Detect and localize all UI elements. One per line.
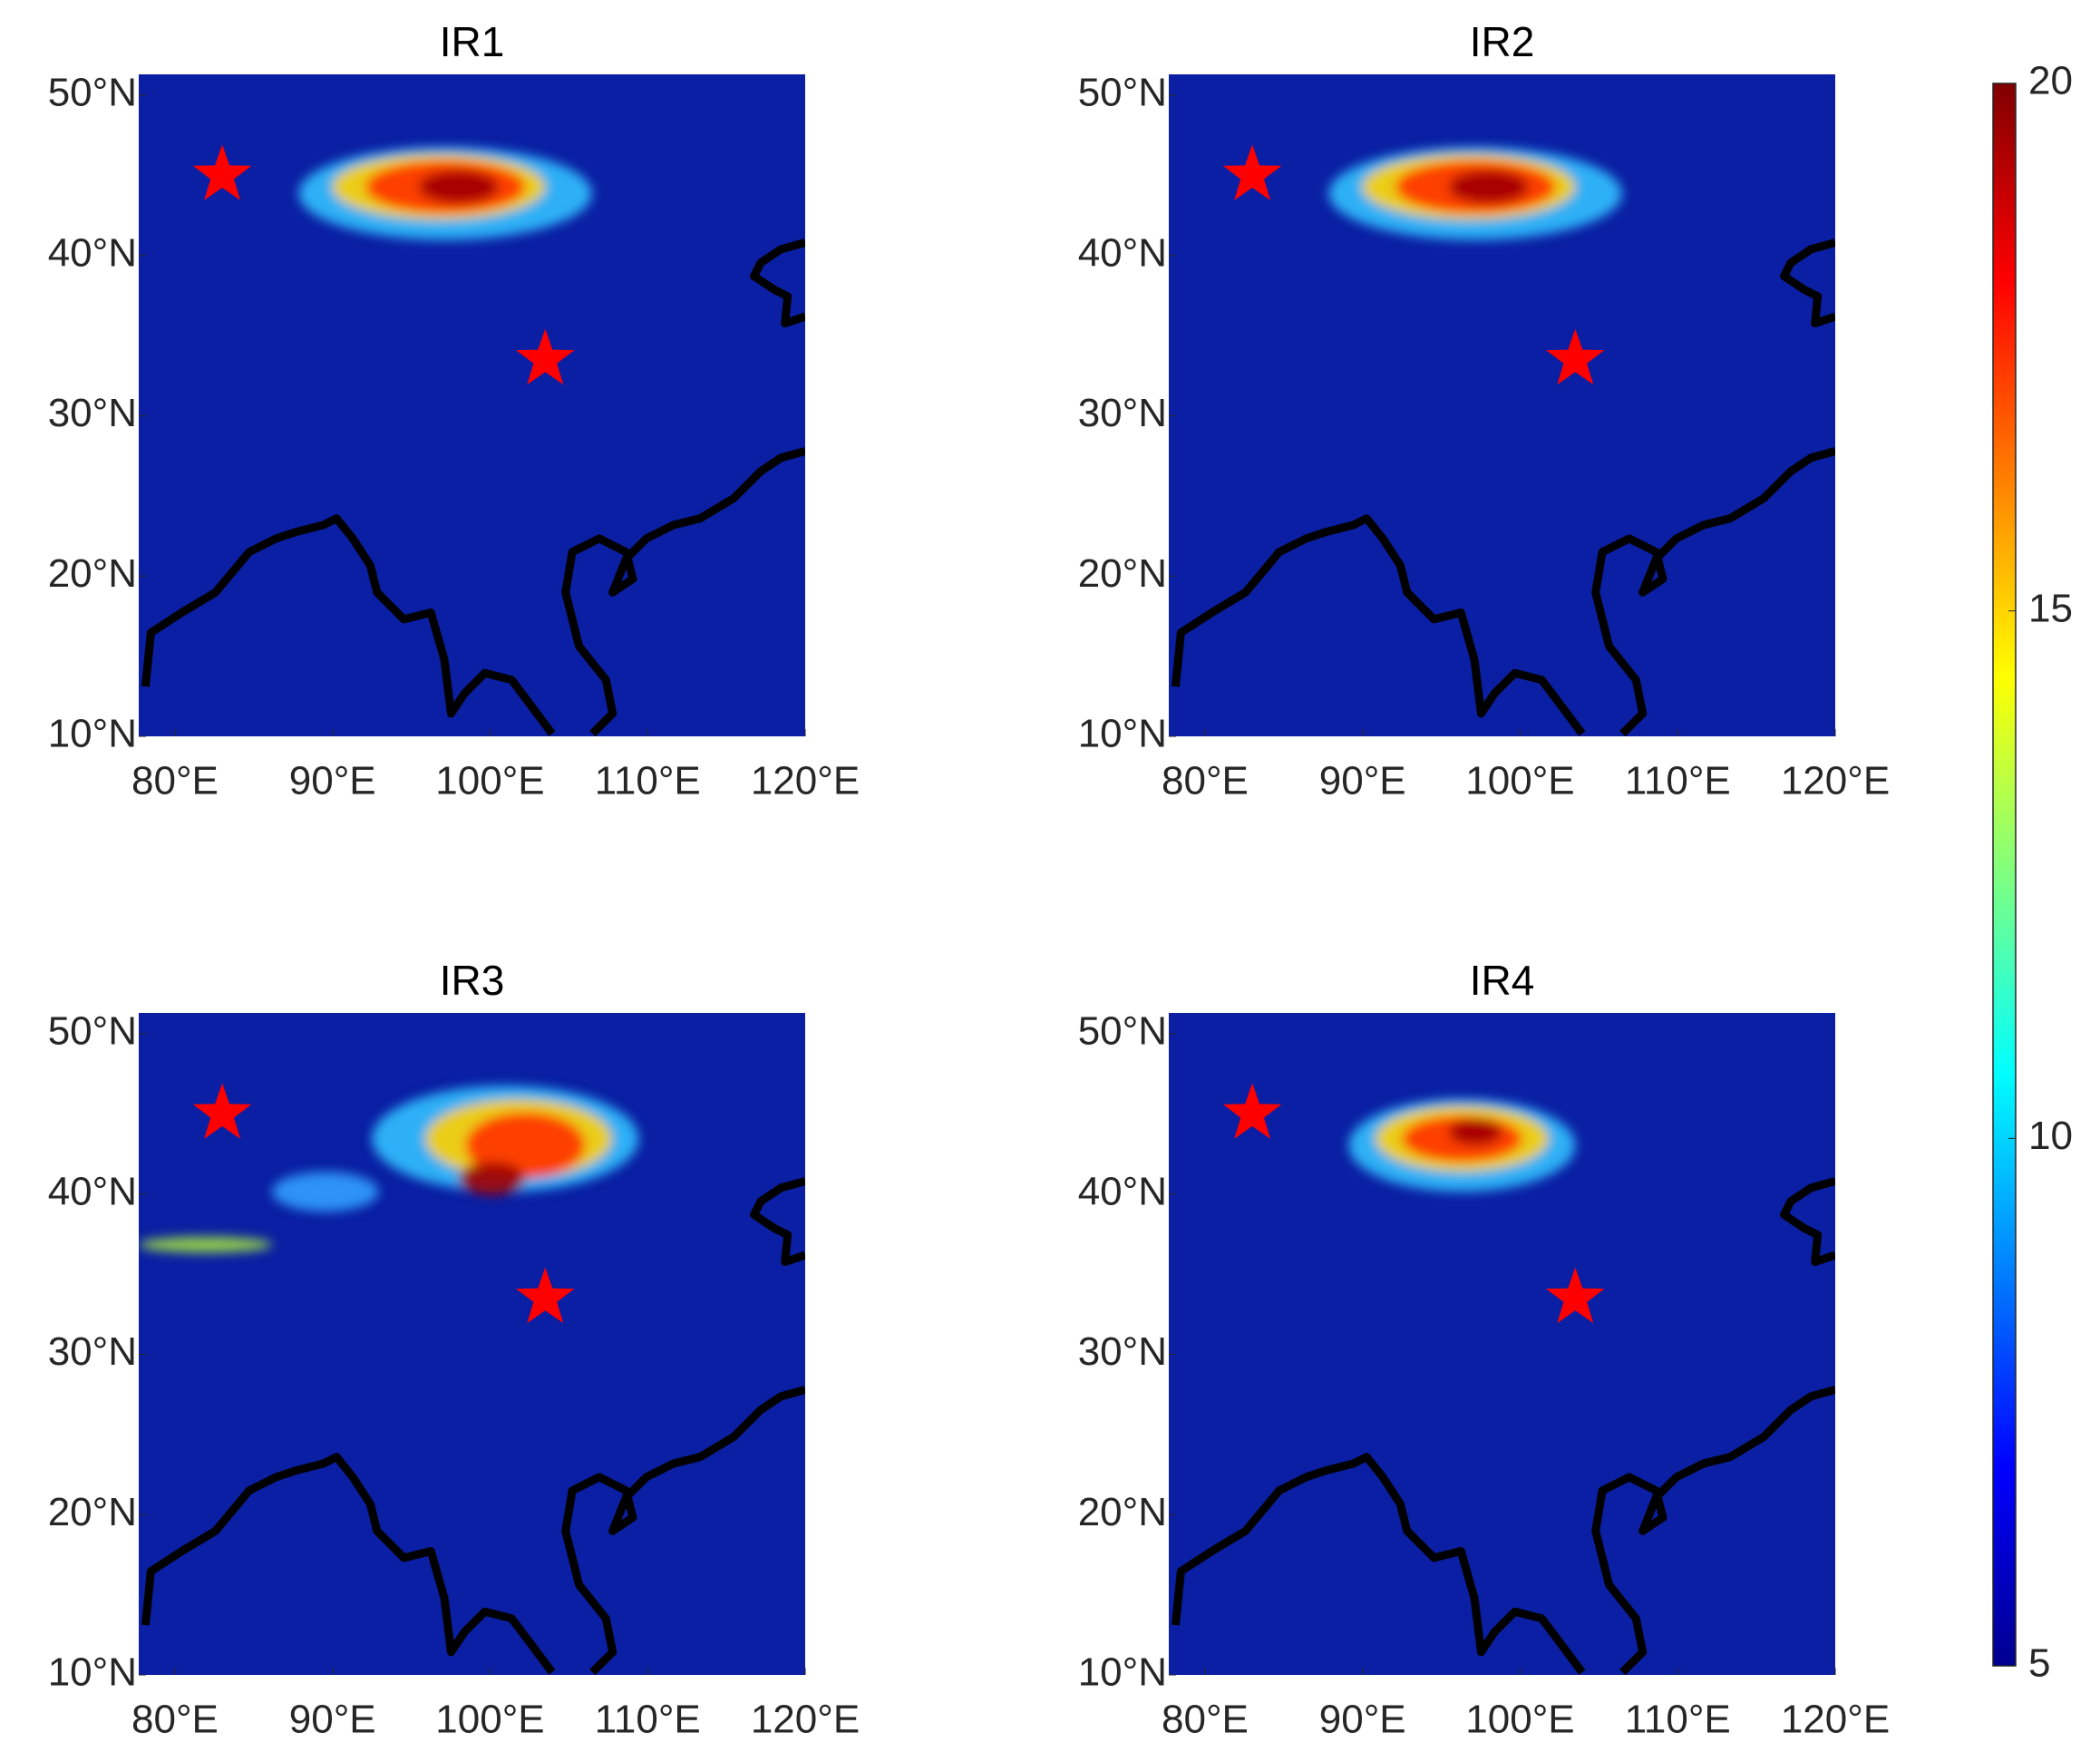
coastline: [1780, 1177, 1835, 1266]
map-panel: IR2 80°E 90°E 100°E 110°E 120°E 10°N 20°N 30°N 40…: [1078, 18, 1890, 803]
map-panel: IR3 80°E 90°E 100°E 110°E 120°E 10°N 20°N 30°N 40…: [48, 957, 860, 1741]
coastline: [1780, 238, 1835, 327]
coastline: [561, 447, 805, 736]
coastline: [1591, 1386, 1835, 1675]
coastline: [1171, 514, 1586, 736]
panel-title: IR4: [1470, 957, 1535, 1004]
y-tick-label: 10°N: [1078, 712, 1167, 756]
star-marker: [516, 328, 575, 385]
y-tick-label: 40°N: [1078, 230, 1167, 275]
x-tick-label: 80°E: [1162, 759, 1249, 803]
y-tick-label: 20°N: [48, 1490, 137, 1534]
y-tick-label: 20°N: [1078, 1490, 1167, 1534]
x-tick-label: 100°E: [1465, 759, 1574, 803]
panel-title: IR3: [440, 957, 505, 1004]
y-tick-label: 40°N: [1078, 1169, 1167, 1213]
colorbar-tick-label: 10: [2028, 1114, 2073, 1158]
y-tick-label: 30°N: [48, 391, 137, 435]
map-panel: IR4 80°E 90°E 100°E 110°E 120°E 10°N 20°N 30°N 40…: [1078, 957, 1890, 1741]
y-tick-label: 50°N: [1078, 1009, 1167, 1054]
star-marker: [1222, 1083, 1282, 1139]
colorbar: [1992, 83, 2017, 1667]
coastline: [1171, 1453, 1586, 1675]
y-tick-label: 30°N: [1078, 391, 1167, 435]
x-tick-label: 90°E: [289, 1698, 376, 1742]
star-marker: [1546, 1267, 1605, 1324]
coastline: [561, 1386, 805, 1675]
y-tick-label: 10°N: [48, 1650, 137, 1695]
y-tick-label: 20°N: [1078, 551, 1167, 596]
x-tick-label: 100°E: [1465, 1698, 1574, 1742]
cloud-blob: [1448, 1118, 1502, 1145]
y-tick-label: 50°N: [48, 1009, 137, 1054]
x-tick-label: 120°E: [751, 759, 860, 803]
x-tick-label: 120°E: [1781, 1698, 1890, 1742]
y-tick-label: 20°N: [48, 551, 137, 596]
cloud-blob: [458, 1162, 526, 1195]
panel-title: IR2: [1470, 18, 1535, 65]
star-marker: [1222, 144, 1282, 200]
panel-title: IR1: [440, 18, 505, 65]
cloud-field: [1348, 1098, 1576, 1192]
x-tick-label: 110°E: [595, 759, 701, 803]
cloud-field: [139, 1085, 639, 1253]
coastline: [750, 1177, 805, 1266]
colorbar-tick-label: 5: [2028, 1641, 2050, 1686]
cloud-field: [1328, 147, 1622, 240]
coastline: [141, 514, 556, 736]
x-tick-label: 110°E: [595, 1698, 701, 1742]
x-tick-label: 90°E: [289, 759, 376, 803]
star-marker: [1546, 328, 1605, 385]
x-tick-label: 120°E: [1781, 759, 1890, 803]
y-tick-label: 30°N: [48, 1329, 137, 1374]
y-tick-label: 50°N: [48, 71, 137, 115]
cloud-blob: [418, 170, 499, 204]
cloud-blob: [139, 1236, 272, 1253]
cloud-blob: [465, 1112, 586, 1179]
y-tick-label: 40°N: [48, 230, 137, 275]
cloud-field: [298, 147, 592, 240]
x-tick-label: 90°E: [1319, 1698, 1406, 1742]
y-tick-label: 50°N: [1078, 71, 1167, 115]
x-tick-label: 120°E: [751, 1698, 860, 1742]
x-tick-label: 100°E: [435, 1698, 544, 1742]
x-tick-label: 80°E: [131, 759, 219, 803]
x-tick-label: 90°E: [1319, 759, 1406, 803]
cloud-blob: [272, 1172, 379, 1212]
coastline: [750, 238, 805, 327]
x-tick-label: 80°E: [131, 1698, 219, 1742]
x-tick-label: 110°E: [1625, 1698, 1731, 1742]
map-panel: IR1 80°E 90°E 100°E 110°E 120°E 10°N 20°N 30°N 40…: [48, 18, 860, 803]
colorbar-tick-label: 15: [2028, 586, 2073, 630]
star-marker: [192, 144, 252, 200]
x-tick-label: 110°E: [1625, 759, 1731, 803]
coastline: [141, 1453, 556, 1675]
x-tick-label: 80°E: [1162, 1698, 1249, 1742]
star-marker: [192, 1083, 252, 1139]
colorbar-tick-label: 20: [2028, 59, 2073, 103]
y-tick-label: 10°N: [48, 712, 137, 756]
y-tick-label: 40°N: [48, 1169, 137, 1213]
coastline: [1591, 447, 1835, 736]
cloud-blob: [1448, 170, 1529, 204]
x-tick-label: 100°E: [435, 759, 544, 803]
y-tick-label: 30°N: [1078, 1329, 1167, 1374]
star-marker: [516, 1267, 575, 1324]
y-tick-label: 10°N: [1078, 1650, 1167, 1695]
